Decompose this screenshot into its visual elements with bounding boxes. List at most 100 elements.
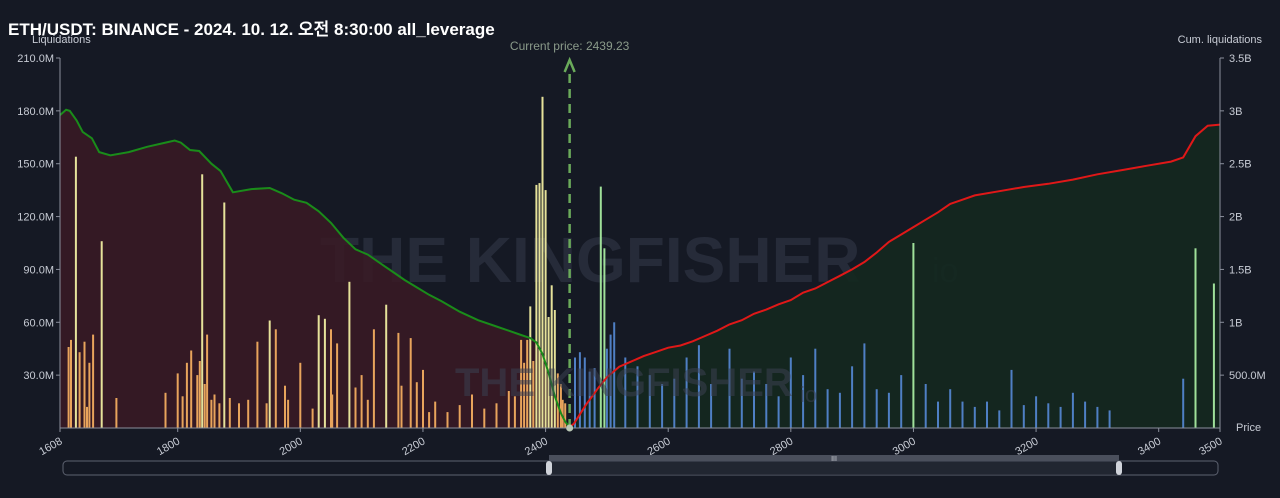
range-scrollbar[interactable]: III: [62, 455, 1219, 476]
short-liquidation-bar: [1194, 248, 1197, 428]
short-liquidation-bar: [1212, 283, 1215, 428]
long-liquidation-bar: [550, 285, 553, 428]
short-liquidation-bar: [924, 384, 927, 428]
scrollbar-grip-icon[interactable]: III: [831, 456, 837, 463]
short-cum-area: [569, 124, 1220, 428]
long-liquidation-bar: [385, 304, 388, 428]
short-liquidation-bar: [973, 406, 976, 428]
short-liquidation-bar: [648, 375, 651, 428]
short-liquidation-bar: [949, 389, 952, 428]
x-tick-label: 2800: [768, 435, 795, 458]
short-liquidation-bar: [1096, 406, 1099, 428]
short-liquidation-bar: [753, 371, 755, 428]
x-tick-label: 3500: [1197, 435, 1224, 458]
long-liquidation-bar: [372, 329, 375, 428]
y-right-tick-label: 2.5B: [1229, 159, 1252, 171]
long-liquidation-bar: [223, 202, 226, 428]
short-liquidation-bar: [603, 248, 606, 428]
short-liquidation-bar: [1071, 392, 1074, 428]
long-liquidation-bar: [559, 384, 562, 428]
long-liquidation-bar: [523, 362, 526, 428]
long-liquidation-bar: [564, 403, 567, 428]
short-liquidation-bar: [851, 366, 854, 428]
short-liquidation-bar: [863, 343, 866, 428]
long-liquidation-bar: [88, 362, 91, 428]
short-liquidation-bar: [789, 357, 792, 428]
short-liquidation-bar: [636, 366, 639, 428]
long-liquidation-bar: [115, 398, 118, 428]
long-liquidation-bar: [201, 174, 204, 428]
long-liquidation-bar: [348, 281, 351, 428]
long-liquidation-bar: [483, 408, 486, 428]
x-tick-label: 2000: [278, 435, 305, 458]
cum-short-line: [568, 123, 1221, 428]
watermark-small-text: THE KINGFISHER: [455, 361, 793, 405]
y-right-tick-label: 3.5B: [1229, 53, 1252, 65]
short-liquidation-bar: [802, 375, 805, 428]
y-right-tick-label: 2B: [1229, 212, 1242, 224]
long-liquidation-bar: [100, 241, 103, 428]
short-liquidation-bar: [673, 378, 676, 428]
y-left-tick-label: 180.0M: [17, 106, 54, 118]
long-liquidation-bar: [210, 399, 213, 428]
y-left-tick-label: 210.0M: [17, 53, 54, 65]
chart-title: ETH/USDT: BINANCE - 2024. 10. 12. 오전 8:3…: [8, 20, 495, 39]
long-liquidation-bar: [213, 394, 216, 428]
x-tick-label: 2400: [523, 435, 550, 458]
long-liquidation-bar: [400, 385, 403, 428]
short-liquidation-bar: [574, 357, 576, 428]
short-liquidation-bar: [900, 375, 903, 428]
long-liquidation-bar: [311, 408, 314, 428]
short-liquidation-bar: [740, 378, 743, 428]
long-liquidation-bar: [181, 396, 184, 428]
long-liquidation-bar: [284, 385, 286, 428]
long-liquidation-bar: [409, 338, 412, 428]
x-tick-label: 3000: [891, 435, 918, 458]
short-liquidation-bar: [765, 384, 768, 428]
current-price-arrow-icon: [563, 56, 576, 73]
y-left-tick-label: 60.0M: [23, 317, 54, 329]
long-liquidation-bar: [538, 183, 541, 428]
scrollbar-handle-left[interactable]: [546, 461, 552, 475]
y-right-tick-label: 500.0M: [1229, 370, 1266, 382]
short-liquidation-bar: [609, 334, 612, 428]
y-left-tick-label: 150.0M: [17, 159, 54, 171]
x-tick-label: 3200: [1013, 435, 1040, 458]
long-liquidation-bar: [331, 394, 334, 428]
short-liquidation-bar: [961, 401, 964, 428]
long-liquidation-bar: [206, 334, 209, 428]
long-liquidation-bar: [526, 339, 529, 428]
long-liquidation-bar: [446, 412, 449, 428]
long-liquidation-bar: [434, 401, 437, 428]
long-liquidation-bar: [330, 329, 332, 428]
long-liquidation-bar: [256, 341, 259, 428]
long-liquidation-bar: [317, 315, 320, 428]
long-liquidation-bar: [532, 361, 535, 428]
long-liquidation-bar: [336, 343, 339, 428]
short-liquidation-bar: [1010, 369, 1013, 428]
long-liquidation-bar: [495, 403, 498, 428]
short-liquidation-bar: [605, 348, 608, 428]
long-liquidation-bar: [203, 384, 206, 428]
short-liquidation-bar: [875, 389, 878, 428]
y-left-tick-label: 30.0M: [23, 370, 54, 382]
short-liquidation-bar: [814, 348, 817, 428]
short-liquidation-bar: [1047, 403, 1050, 428]
long-liquidation-bar: [92, 334, 95, 428]
long-liquidation-bar: [86, 406, 88, 428]
long-liquidation-bar: [471, 394, 473, 428]
y-left-tick-label: 120.0M: [17, 212, 54, 224]
short-liquidation-bar: [583, 357, 586, 428]
long-liquidation-bar: [268, 320, 271, 428]
long-cum-area: [60, 109, 570, 429]
scrollbar-thumb[interactable]: [549, 455, 1119, 462]
scrollbar-handle-right[interactable]: [1116, 461, 1122, 475]
y-right-tick-label: 1.5B: [1229, 264, 1252, 276]
long-liquidation-bar: [422, 369, 424, 428]
long-liquidation-bar: [190, 350, 193, 428]
long-liquidation-bar: [544, 190, 547, 428]
long-liquidation-bar: [513, 396, 516, 428]
scrollbar-selection[interactable]: [549, 461, 1119, 475]
